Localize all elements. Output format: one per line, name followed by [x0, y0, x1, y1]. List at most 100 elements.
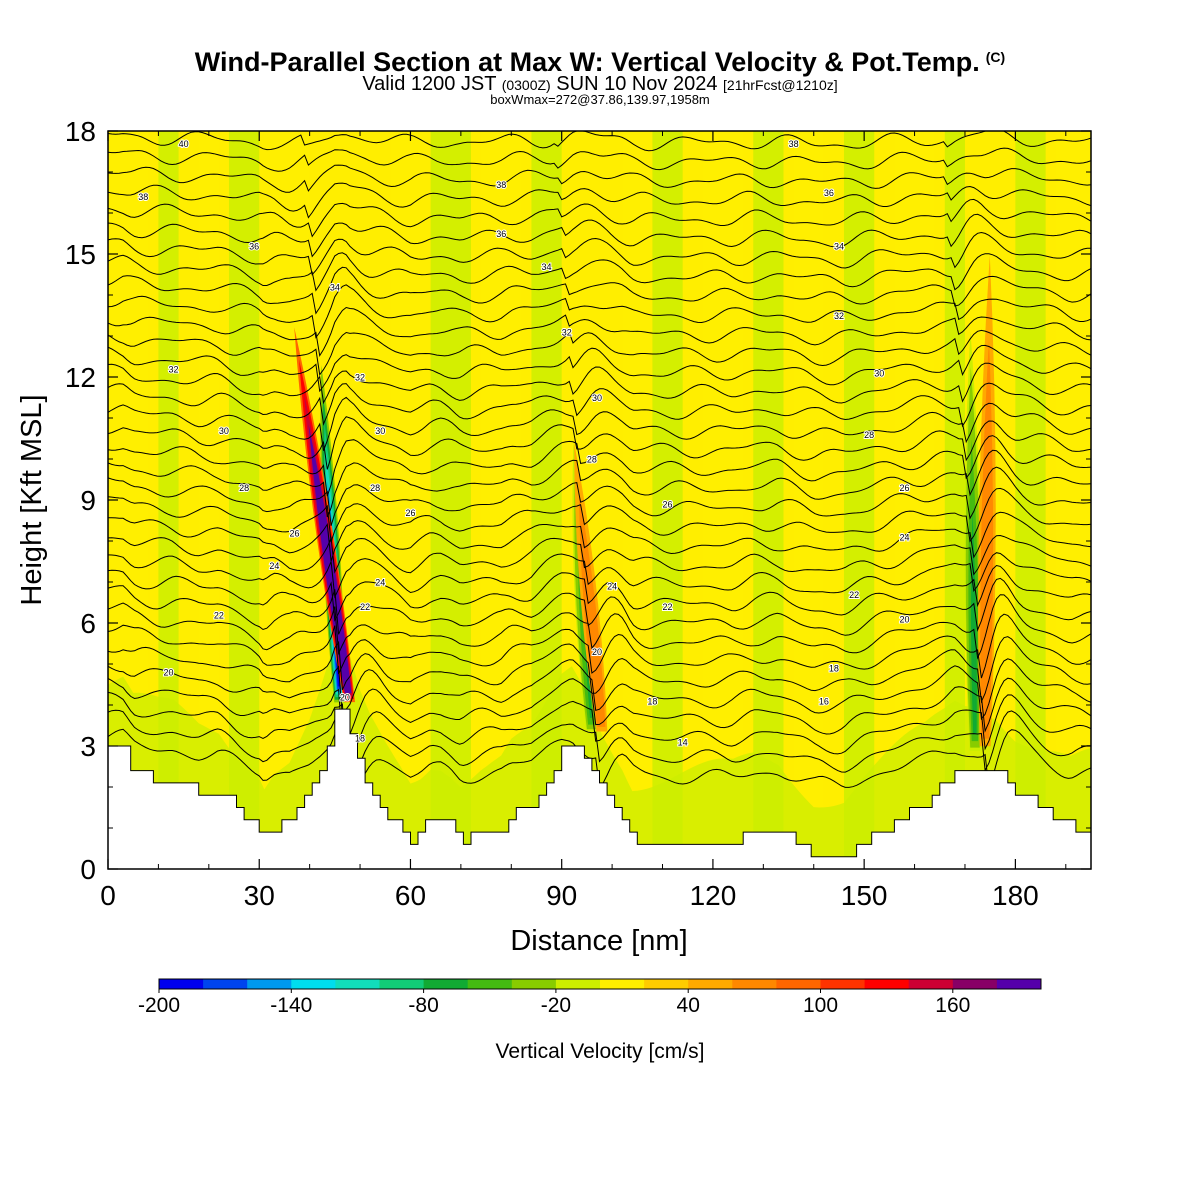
contour-label-text: 20 — [163, 668, 173, 678]
contour-label-text: 28 — [587, 455, 597, 465]
contour-label-text: 26 — [405, 508, 415, 518]
contour-label-text: 32 — [834, 311, 844, 321]
contour-label: 20 — [162, 667, 174, 679]
contour-label-text: 28 — [239, 483, 249, 493]
theta-contour-line — [108, 636, 1091, 704]
colorbar: -200 -140 -80 -20 40 100 160 — [138, 978, 1042, 1017]
y-tick-label: 3 — [80, 731, 96, 762]
theta-contour-line — [108, 416, 1091, 470]
theta-contour-line — [108, 435, 1091, 497]
box-wmax-line: boxWmax=272@37.86,139.97,1958m — [490, 92, 710, 107]
x-axis-label: Distance [nm] — [510, 925, 687, 957]
contour-label-text: 36 — [824, 188, 834, 198]
contour-label: 38 — [137, 191, 149, 203]
y-tick-label: 0 — [80, 854, 96, 885]
contour-label-text: 26 — [663, 500, 673, 510]
theta-contour-line — [108, 658, 1091, 721]
contour-label-text: 30 — [219, 426, 229, 436]
valid-date: SUN 10 Nov 2024 — [556, 73, 718, 95]
theta-contour-line — [108, 709, 1091, 783]
contour-label: 32 — [561, 326, 573, 338]
contour-label: 26 — [404, 507, 416, 519]
theta-contour-labels: 40 38 38 38 36 36 36 34 34 34 32 32 32 32 30 30 30 30 28 28… — [137, 138, 910, 749]
contour-label: 32 — [833, 310, 845, 322]
x-tick-label: 60 — [395, 880, 426, 911]
colorbar-swatch — [555, 979, 601, 989]
valid-time-main: Valid 1200 JST — [362, 73, 497, 95]
theta-contour-line — [108, 577, 1091, 636]
contour-label: 28 — [586, 454, 598, 466]
colorbar-swatch — [159, 979, 204, 989]
colorbar-tick-label: -20 — [541, 994, 571, 1017]
contour-label: 30 — [873, 367, 885, 379]
contour-label-text: 16 — [819, 696, 829, 706]
chart-title-text: Wind-Parallel Section at Max W: Vertical… — [194, 47, 980, 77]
contour-label: 40 — [178, 138, 190, 150]
contour-label-text: 36 — [249, 241, 259, 251]
updraft-core — [984, 508, 988, 724]
contour-label-text: 30 — [375, 426, 385, 436]
colorbar-tick-label: -140 — [270, 994, 312, 1017]
colorbar-swatch — [952, 979, 998, 989]
x-tick-label: 150 — [841, 880, 888, 911]
downdraft-core — [972, 547, 976, 732]
theta-contour-line — [108, 164, 1091, 193]
colorbar-swatch — [423, 979, 469, 989]
copyright-mark: (C) — [985, 49, 1006, 65]
theta-contour-line — [108, 552, 1091, 599]
theta-contour-line — [108, 449, 1091, 518]
contour-label-text: 32 — [562, 327, 572, 337]
theta-contour-line — [108, 231, 1091, 276]
contour-label-text: 34 — [330, 282, 340, 292]
theta-contour-line — [108, 284, 1091, 339]
contour-label-text: 24 — [375, 578, 385, 588]
contour-label-text: 24 — [607, 582, 617, 592]
contour-label-text: 38 — [496, 180, 506, 190]
plot-area: 40 38 38 38 36 36 36 34 34 34 32 32 32 32 30 30 30 30 28 28… — [108, 131, 1091, 869]
y-tick-label: 18 — [65, 116, 96, 147]
contour-label-text: 32 — [355, 373, 365, 383]
contour-label: 30 — [591, 392, 603, 404]
colorbar-swatch — [732, 979, 777, 989]
theta-contour-line — [108, 534, 1091, 576]
theta-contour-line — [108, 131, 1091, 152]
contour-label-text: 26 — [899, 483, 909, 493]
contour-label: 32 — [168, 363, 180, 375]
contour-label-text: 22 — [663, 602, 673, 612]
contour-label: 16 — [818, 695, 830, 707]
theta-contour-line — [108, 213, 1091, 258]
colorbar-swatch — [379, 979, 425, 989]
contour-label: 28 — [863, 429, 875, 441]
contour-label: 38 — [495, 179, 507, 191]
contour-label: 32 — [354, 372, 366, 384]
colorbar-swatch — [467, 979, 513, 989]
contour-label: 20 — [339, 691, 351, 703]
colorbar-frame — [158, 978, 1042, 990]
contour-label-text: 34 — [542, 262, 552, 272]
field-band — [652, 131, 683, 869]
colorbar-swatch — [247, 979, 292, 989]
x-tick-label: 90 — [546, 880, 577, 911]
contour-label: 18 — [828, 663, 840, 675]
contour-label-text: 34 — [834, 241, 844, 251]
contour-label: 22 — [848, 589, 860, 601]
contour-label: 22 — [213, 609, 225, 621]
contour-label-text: 22 — [214, 610, 224, 620]
contour-label: 22 — [359, 601, 371, 613]
chart-title: Wind-Parallel Section at Max W: Vertical… — [0, 42, 1200, 77]
colorbar-swatch — [776, 979, 821, 989]
contour-label-text: 28 — [370, 483, 380, 493]
contour-label-text: 24 — [899, 532, 909, 542]
theta-contour-line — [108, 511, 1091, 562]
contour-label-text: 18 — [647, 696, 657, 706]
terrain — [108, 708, 1091, 869]
valid-time-utc: (0300Z) — [501, 77, 551, 93]
contour-label-text: 24 — [269, 561, 279, 571]
y-axis-label: Height [Kft MSL] — [16, 394, 48, 605]
theta-contour-line — [108, 677, 1091, 746]
colorbar-swatch — [864, 979, 910, 989]
terrain-profile — [108, 708, 1091, 869]
contour-label: 24 — [374, 577, 386, 589]
contour-label: 24 — [268, 560, 280, 572]
